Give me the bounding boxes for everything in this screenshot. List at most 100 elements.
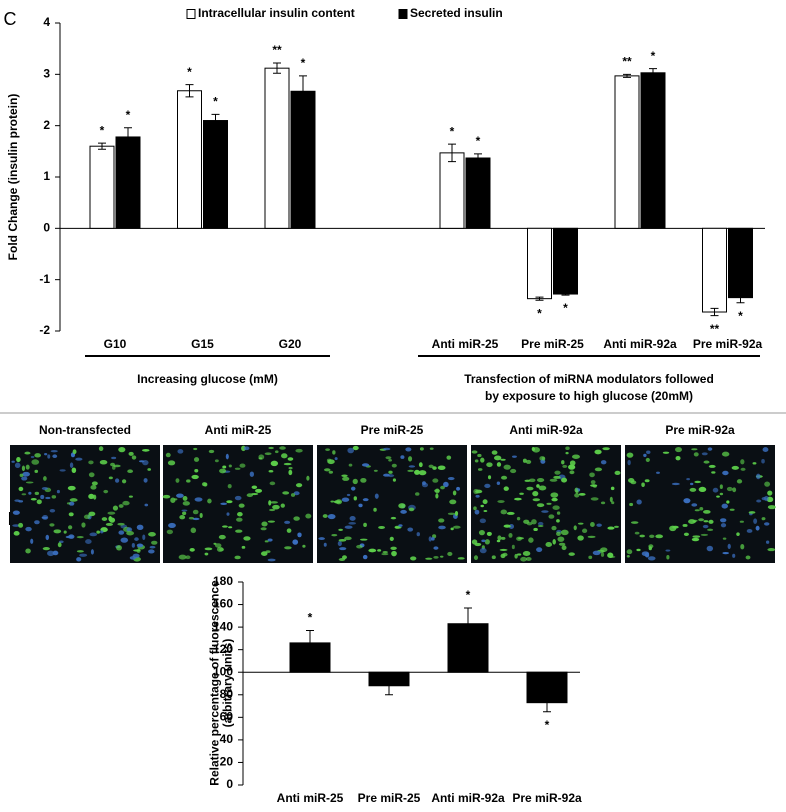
cell (361, 463, 370, 467)
cell (249, 471, 255, 477)
cell (496, 539, 501, 543)
cell (452, 525, 461, 529)
cell (337, 541, 342, 547)
cell (447, 477, 455, 481)
cell (506, 511, 515, 515)
cell (373, 469, 378, 472)
cell (378, 525, 385, 530)
cell (149, 545, 156, 549)
cell (614, 470, 621, 476)
cell (720, 518, 727, 523)
cell (129, 556, 136, 560)
cell (75, 457, 83, 461)
cell (656, 471, 660, 474)
significance: * (466, 588, 471, 602)
y-tick-label: 4 (43, 15, 50, 29)
cell (131, 455, 137, 460)
significance: * (563, 301, 568, 315)
cell (288, 466, 293, 470)
cell (503, 486, 509, 491)
cell (533, 527, 538, 532)
cell (407, 469, 414, 472)
cell (548, 514, 555, 519)
cell (356, 544, 363, 549)
cell (225, 453, 229, 460)
cell (214, 543, 222, 548)
cell (675, 455, 681, 461)
cell (537, 524, 544, 528)
cell (431, 537, 435, 541)
cell (25, 526, 32, 532)
y-tick-label: 120 (213, 642, 233, 656)
cell (88, 493, 95, 499)
x-tick-label: Pre miR-25 (358, 791, 421, 805)
cell (486, 531, 492, 537)
cell (711, 471, 716, 474)
cell (192, 509, 199, 515)
cell (447, 512, 456, 516)
cell (418, 462, 423, 468)
cell (392, 478, 397, 482)
cell (691, 537, 700, 542)
cell (385, 456, 392, 460)
cell (344, 536, 352, 541)
cell (721, 451, 730, 457)
bar (89, 145, 115, 229)
cell (25, 548, 31, 554)
cell (346, 493, 351, 497)
cell (474, 509, 480, 515)
cell (486, 462, 493, 468)
cell (76, 550, 84, 553)
cell (477, 453, 482, 458)
cell (179, 515, 186, 520)
cell (334, 457, 338, 461)
cell (727, 543, 731, 550)
cell (408, 465, 416, 468)
cell (588, 555, 593, 560)
cell (339, 547, 347, 551)
y-tick-label: 140 (213, 619, 233, 633)
cell (557, 536, 565, 542)
cell (41, 487, 49, 490)
cell (34, 491, 40, 496)
cell (554, 470, 561, 475)
cell (373, 507, 377, 512)
cell (514, 553, 518, 559)
cell (767, 505, 776, 510)
cell (692, 535, 701, 538)
cell (449, 499, 457, 505)
cell (522, 551, 531, 557)
cell (388, 458, 392, 462)
cell (428, 464, 434, 469)
cell (551, 525, 557, 531)
cell (349, 516, 356, 521)
cell (353, 496, 357, 501)
cell (36, 499, 42, 505)
micrograph (471, 445, 621, 563)
legend-label: Secreted insulin (410, 6, 503, 20)
cell (268, 446, 274, 450)
cell (333, 500, 341, 504)
cell (523, 519, 530, 524)
cell (703, 520, 709, 523)
cell (600, 547, 608, 553)
cell (352, 478, 358, 485)
cell (22, 471, 30, 477)
cell (182, 501, 190, 506)
cell (438, 525, 446, 530)
cell (497, 535, 502, 541)
cell (647, 556, 656, 561)
cell (634, 531, 640, 535)
cell (561, 545, 567, 551)
cell (479, 518, 486, 524)
cell (517, 537, 525, 540)
cell (13, 531, 20, 536)
cell (168, 522, 176, 529)
error-bar (448, 143, 456, 163)
cell (270, 501, 278, 504)
cell (503, 524, 511, 528)
cell (483, 509, 488, 513)
cell (665, 549, 671, 552)
cell (755, 525, 760, 531)
cell (400, 455, 405, 459)
